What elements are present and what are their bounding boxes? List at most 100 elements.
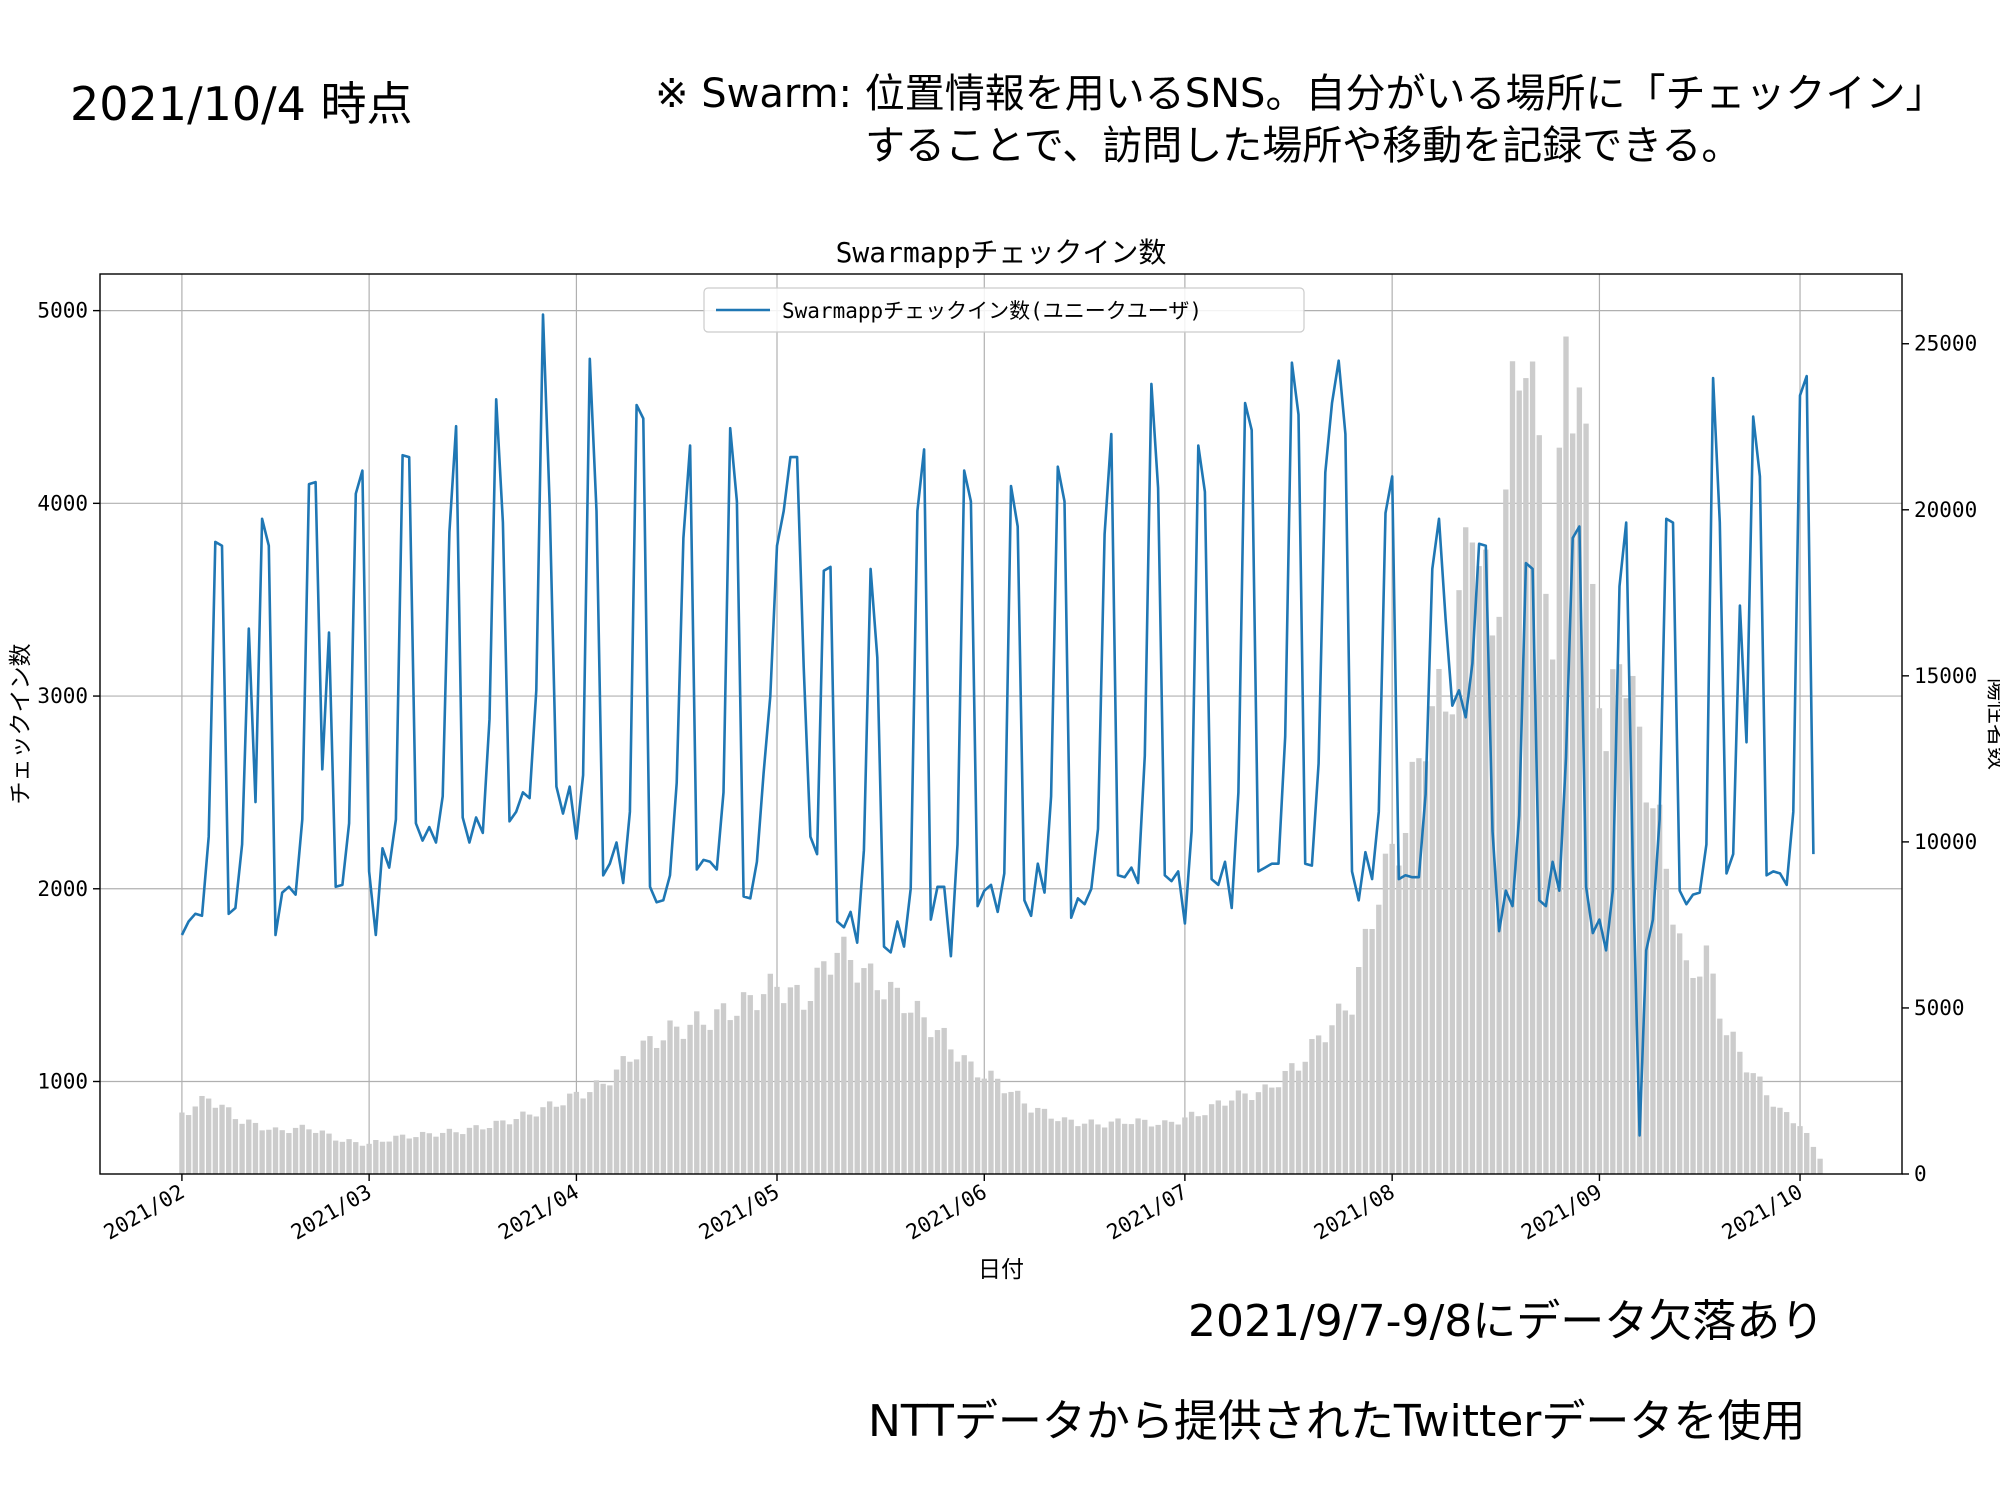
bar-22 (326, 1133, 332, 1174)
bar-210 (1583, 423, 1589, 1174)
bar-237 (1763, 1095, 1770, 1174)
bar-66 (620, 1056, 626, 1174)
bar-225 (1683, 960, 1690, 1174)
bar-55 (546, 1101, 553, 1174)
bar-105 (881, 999, 887, 1174)
bar-170 (1315, 1035, 1322, 1174)
bar-50 (513, 1119, 519, 1174)
bar-132 (1061, 1117, 1068, 1174)
bar-194 (1476, 566, 1482, 1174)
bar-25 (346, 1139, 352, 1174)
bar-177 (1362, 928, 1369, 1174)
bar-15 (279, 1130, 285, 1174)
bar-53 (533, 1116, 539, 1174)
bar-151 (1188, 1111, 1195, 1174)
x-tick-label-7: 2021/09 (1517, 1180, 1606, 1245)
bar-171 (1322, 1042, 1328, 1174)
y-left-axis-label: チェックイン数 (8, 644, 34, 805)
bar-219 (1643, 802, 1649, 1174)
bar-146 (1155, 1124, 1161, 1174)
legend: Swarmappチェックイン数(ユニークユーザ) (703, 287, 1305, 333)
bar-80 (714, 1009, 720, 1174)
positive-cases-bars (179, 336, 1823, 1175)
bar-204 (1543, 593, 1549, 1174)
bar-63 (600, 1083, 606, 1174)
swarm-note-line-1: ※ Swarm: 位置情報を用いるSNS。自分がいる場所に「チェックイン」 (655, 71, 1946, 117)
bar-18 (299, 1124, 305, 1174)
bar-221 (1656, 804, 1663, 1174)
bar-136 (1088, 1119, 1094, 1174)
bar-43 (466, 1127, 473, 1174)
bar-155 (1215, 1100, 1221, 1174)
bar-240 (1783, 1112, 1790, 1174)
bar-224 (1677, 933, 1683, 1174)
bar-40 (446, 1128, 453, 1174)
bar-62 (593, 1080, 600, 1174)
bar-7 (226, 1107, 232, 1174)
bar-214 (1610, 669, 1616, 1174)
bar-86 (754, 1010, 760, 1174)
bar-49 (506, 1124, 513, 1174)
bar-244 (1810, 1146, 1817, 1174)
bar-153 (1202, 1115, 1208, 1174)
bar-19 (306, 1129, 312, 1174)
bar-108 (901, 1013, 907, 1174)
bar-143 (1135, 1118, 1141, 1174)
y-left-tick-label-1: 2000 (37, 877, 88, 901)
bar-119 (974, 1077, 981, 1174)
bar-88 (767, 973, 773, 1174)
bar-140 (1115, 1118, 1121, 1174)
bar-37 (426, 1133, 432, 1174)
bar-243 (1804, 1132, 1810, 1174)
bar-104 (874, 990, 880, 1174)
bar-188 (1436, 668, 1442, 1174)
x-tick-label-0: 2021/02 (100, 1180, 189, 1245)
bar-113 (934, 1030, 941, 1174)
bar-125 (1015, 1090, 1021, 1174)
bar-115 (948, 1049, 954, 1174)
bar-241 (1790, 1123, 1797, 1174)
bar-24 (339, 1141, 346, 1174)
bar-166 (1289, 1063, 1295, 1174)
bar-192 (1463, 527, 1469, 1174)
bar-100 (847, 960, 854, 1174)
bar-137 (1095, 1124, 1101, 1174)
checkin-chart: Swarmappチェックイン数 1000 2000 3000 4000 5000 0 5000… (8, 236, 2000, 1283)
bar-61 (587, 1092, 593, 1174)
bar-159 (1242, 1093, 1248, 1174)
bar-142 (1128, 1124, 1135, 1174)
bar-174 (1342, 1010, 1349, 1174)
x-tick-label-4: 2021/06 (902, 1180, 991, 1245)
bar-183 (1402, 832, 1409, 1174)
bar-164 (1275, 1087, 1282, 1174)
bar-44 (473, 1125, 479, 1174)
bar-68 (633, 1059, 640, 1174)
bar-13 (266, 1129, 272, 1174)
bar-78 (700, 1024, 707, 1174)
x-tick-label-6: 2021/08 (1310, 1180, 1399, 1245)
bar-110 (914, 1000, 921, 1174)
bar-154 (1208, 1104, 1215, 1174)
bar-84 (740, 992, 747, 1174)
x-tick-label-5: 2021/07 (1103, 1180, 1192, 1245)
bar-99 (841, 936, 847, 1174)
bar-135 (1081, 1123, 1088, 1174)
bar-109 (908, 1012, 914, 1174)
bar-150 (1182, 1117, 1188, 1174)
bar-27 (359, 1145, 366, 1174)
bar-199 (1509, 361, 1516, 1174)
bar-36 (419, 1131, 426, 1174)
bar-226 (1690, 977, 1696, 1174)
bar-60 (580, 1098, 586, 1174)
bar-29 (373, 1140, 379, 1174)
bar-196 (1489, 635, 1496, 1174)
bar-145 (1148, 1126, 1155, 1174)
bar-95 (814, 967, 820, 1174)
bar-228 (1703, 945, 1710, 1174)
missing-data-note: 2021/9/7-9/8にデータ欠落あり (1188, 1296, 1825, 1347)
bar-128 (1035, 1107, 1041, 1174)
bar-118 (968, 1061, 974, 1174)
bar-152 (1195, 1116, 1201, 1174)
bar-209 (1576, 387, 1583, 1174)
bar-190 (1449, 714, 1456, 1174)
